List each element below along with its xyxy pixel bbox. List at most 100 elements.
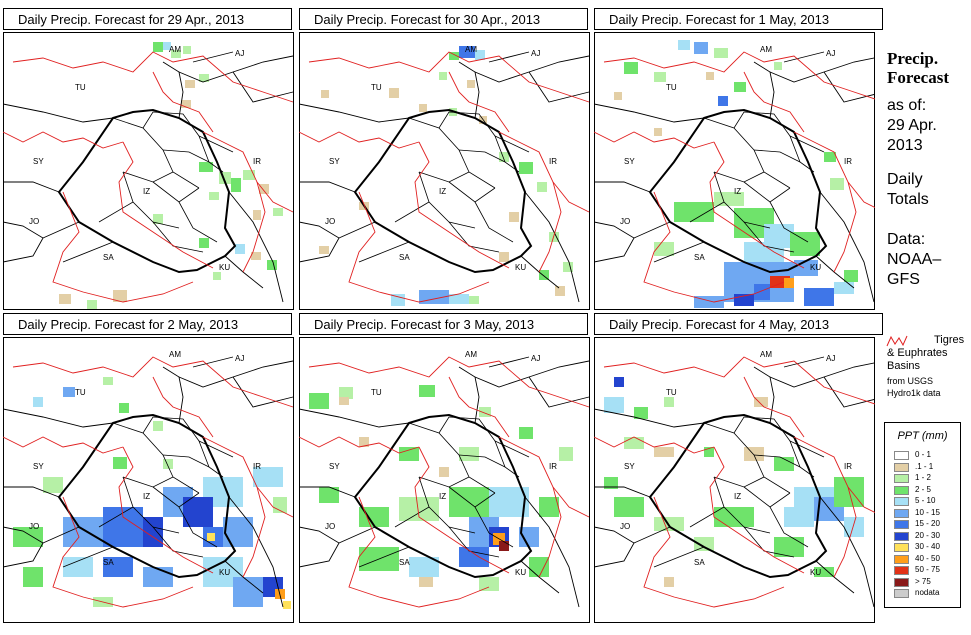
precip-cell: [784, 507, 814, 527]
precip-cell: [509, 212, 519, 222]
precip-cell: [63, 387, 75, 397]
country-label-am: AM: [169, 45, 181, 54]
forecast-panel-1-may: Daily Precip. Forecast for 1 May, 2013 A…: [594, 8, 885, 310]
country-label-aj: AJ: [826, 49, 835, 58]
precip-cell: [153, 42, 163, 52]
precip-map: AM AJ TU SY IR IZ JO SA KU: [3, 337, 294, 623]
precip-cell: [233, 577, 263, 607]
precip-cell: [439, 467, 449, 477]
country-label-ku: KU: [219, 263, 230, 272]
precip-cell: [824, 152, 836, 162]
title-line: Forecast: [887, 68, 949, 87]
precip-cell: [479, 407, 491, 417]
data-source-block: Data: NOAA– GFS: [887, 230, 941, 290]
precip-cell: [624, 437, 644, 449]
precip-cell: [419, 385, 435, 397]
precip-cell: [181, 100, 191, 108]
basin-legend-line: Basins: [887, 360, 921, 372]
ppt-label: 10 - 15: [915, 507, 940, 517]
precip-cell: [519, 162, 533, 174]
panel-title: Daily Precip. Forecast for 3 May, 2013: [299, 313, 588, 335]
precip-cells: [604, 377, 864, 587]
ppt-label: 15 - 20: [915, 519, 940, 528]
country-label-sy: SY: [624, 462, 635, 471]
precip-cell: [804, 288, 834, 306]
precip-cell: [654, 447, 674, 457]
country-label-aj: AJ: [826, 354, 835, 363]
precip-cell: [391, 294, 405, 306]
ppt-legend: PPT (mm) 0 - 1 .1 - 1 1 - 2 2 - 5 5 - 10 10 -…: [884, 422, 961, 608]
country-label-jo: JO: [29, 217, 39, 226]
precip-cell: [259, 184, 269, 194]
ppt-label: 1 - 2: [915, 473, 932, 482]
ppt-swatch: [894, 531, 909, 541]
ppt-swatch: [894, 451, 909, 460]
precip-cell: [143, 517, 163, 547]
precip-cell: [563, 262, 573, 272]
country-label-sa: SA: [694, 253, 705, 262]
precip-cell: [744, 242, 784, 262]
precip-cell: [199, 74, 209, 82]
country-label-sy: SY: [329, 157, 340, 166]
country-label-aj: AJ: [235, 49, 244, 58]
precip-cell: [654, 72, 666, 82]
precip-cell: [559, 447, 573, 461]
precip-cell: [469, 296, 479, 304]
country-label-ku: KU: [810, 568, 821, 577]
precip-cell: [253, 210, 261, 220]
date-line: 2013: [887, 137, 923, 154]
ppt-label: .1 - 1: [915, 461, 934, 471]
basin-boundaries: [3, 356, 294, 608]
forecast-panel-3-may: Daily Precip. Forecast for 3 May, 2013 A…: [299, 313, 590, 623]
precip-cell: [774, 537, 804, 557]
ppt-swatch: [894, 497, 909, 506]
country-label-tu: TU: [666, 388, 677, 397]
country-label-am: AM: [760, 350, 772, 359]
precip-cell: [153, 214, 163, 224]
precip-cell: [419, 104, 427, 112]
precip-cell: [714, 48, 728, 58]
panel-title: Daily Precip. Forecast for 4 May, 2013: [594, 313, 883, 335]
precip-cell: [604, 397, 624, 413]
precip-cell: [419, 577, 433, 587]
ppt-swatch: [894, 543, 909, 552]
country-label-am: AM: [465, 350, 477, 359]
country-label-ir: IR: [549, 462, 557, 471]
country-label-tu: TU: [666, 83, 677, 92]
country-label-jo: JO: [620, 217, 630, 226]
precip-cell: [499, 541, 509, 551]
precip-cell: [87, 300, 97, 309]
precip-cell: [13, 527, 43, 547]
country-label-aj: AJ: [531, 354, 540, 363]
precip-cell: [153, 421, 163, 431]
sidebar-title: Precip. Forecast: [887, 49, 949, 87]
precip-cell: [694, 537, 714, 551]
precip-cell: [143, 567, 173, 587]
precip-cell: [537, 182, 547, 192]
country-label-iz: IZ: [439, 187, 446, 196]
precip-cell: [359, 437, 369, 447]
precip-cell: [539, 497, 559, 517]
precip-cell: [389, 88, 399, 98]
precip-cell: [754, 397, 768, 407]
precip-cell: [654, 128, 662, 136]
country-label-ir: IR: [253, 462, 261, 471]
country-label-aj: AJ: [531, 49, 540, 58]
basin-legend-line: Hydro1k data: [887, 388, 941, 398]
country-label-tu: TU: [75, 83, 86, 92]
precip-cell: [449, 294, 469, 304]
ppt-label: 50 - 75: [915, 565, 940, 574]
country-label-sy: SY: [624, 157, 635, 166]
country-label-sa: SA: [103, 253, 114, 262]
precip-map: AM AJ TU SY IR IZ JO SA KU: [594, 337, 875, 623]
precip-cell: [834, 282, 854, 294]
province-borders: [98, 111, 234, 253]
country-label-jo: JO: [29, 522, 39, 531]
precip-cell: [171, 50, 181, 58]
country-label-sa: SA: [399, 253, 410, 262]
precip-cell: [774, 62, 782, 70]
country-label-ku: KU: [515, 568, 526, 577]
precip-cell: [654, 242, 674, 256]
precip-cell: [231, 178, 241, 192]
precip-cells: [309, 385, 573, 591]
